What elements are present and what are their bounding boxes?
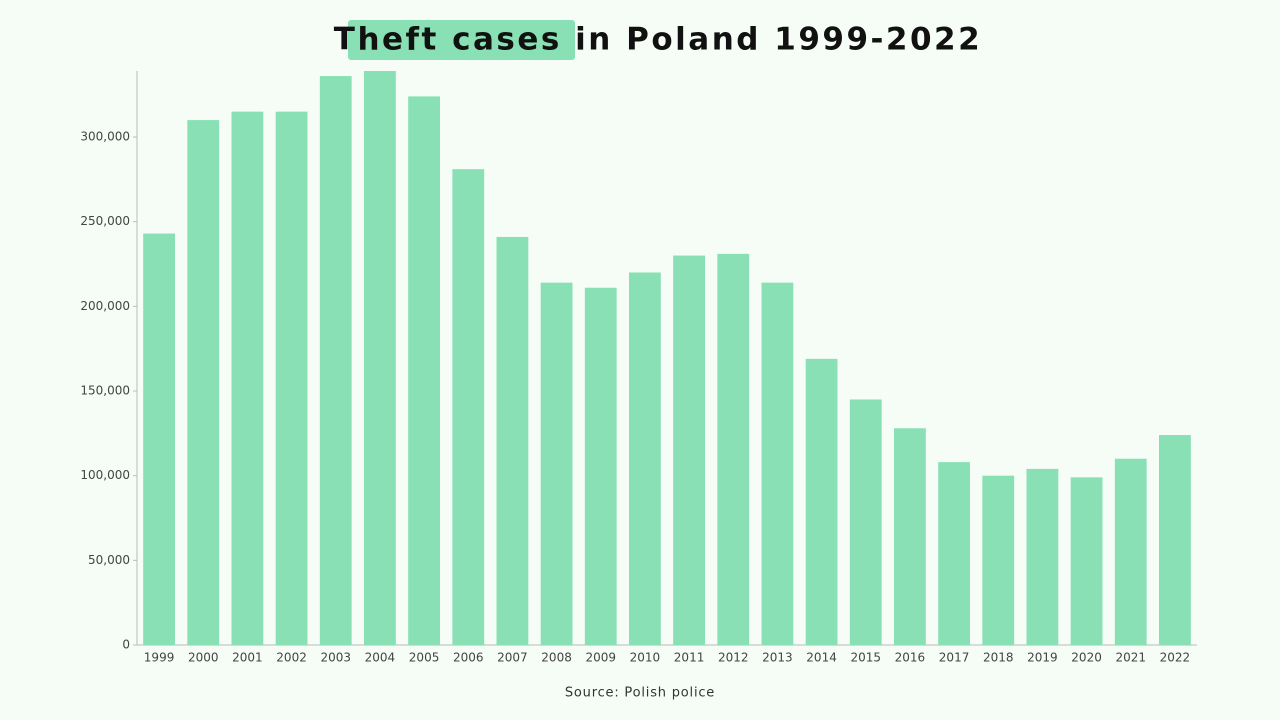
source: Source: Polish police [565,686,715,701]
x-tick-label: 2019 [1027,651,1058,665]
bar [143,233,175,645]
y-tick-label: 150,000 [80,384,130,398]
chart-title: Theft cases in Poland 1999-2022 [334,22,982,58]
x-tick-label: 2004 [365,651,396,665]
x-tick-label: 2022 [1160,651,1191,665]
bar [364,70,396,646]
x-tick-label: 2016 [895,651,926,665]
bar [584,287,617,645]
bar [1159,435,1191,645]
bar [629,272,661,645]
bar [717,253,750,645]
x-tick-label: 2014 [806,651,837,665]
x-tick-label: 2013 [762,651,793,665]
x-tick-label: 1999 [144,651,175,665]
bar [761,282,794,645]
x-tick-label: 2010 [630,651,661,665]
y-tick-label: 0 [122,638,130,652]
bar [805,358,838,645]
bar [938,462,970,645]
x-tick-label: 2007 [497,651,528,665]
x-tick-label: 2001 [232,651,263,665]
x-tick-label: 2015 [850,651,881,665]
x-tick-label: 2003 [320,651,351,665]
x-tick-label: 2017 [939,651,970,665]
y-tick-label: 250,000 [80,214,130,228]
x-tick-label: 2020 [1071,651,1102,665]
bar [452,169,485,646]
bar [673,255,705,645]
bar [275,111,308,646]
bar [1070,477,1103,645]
x-tick-label: 2009 [585,651,616,665]
bar [187,120,220,646]
bar [408,96,440,645]
title-highlight [348,20,575,60]
bar [540,282,573,645]
y-tick-label: 100,000 [80,468,130,482]
x-tick-label: 2012 [718,651,749,665]
bar [982,475,1015,645]
bar [231,111,264,646]
y-tick-label: 200,000 [80,299,130,313]
x-tick-label: 2018 [983,651,1014,665]
bar [1026,468,1059,645]
y-tick-label: 300,000 [80,130,130,144]
y-tick-label: 50,000 [88,553,130,567]
bar [1114,458,1147,645]
x-tick-label: 2002 [276,651,307,665]
bar [496,236,529,645]
x-tick-label: 2000 [188,651,219,665]
x-tick-label: 2021 [1115,651,1146,665]
bar [319,76,352,646]
x-tick-label: 2005 [409,651,440,665]
x-tick-label: 2006 [453,651,484,665]
bar [894,428,926,645]
x-tick-label: 2008 [541,651,572,665]
bar [849,399,882,645]
x-tick-label: 2011 [674,651,705,665]
